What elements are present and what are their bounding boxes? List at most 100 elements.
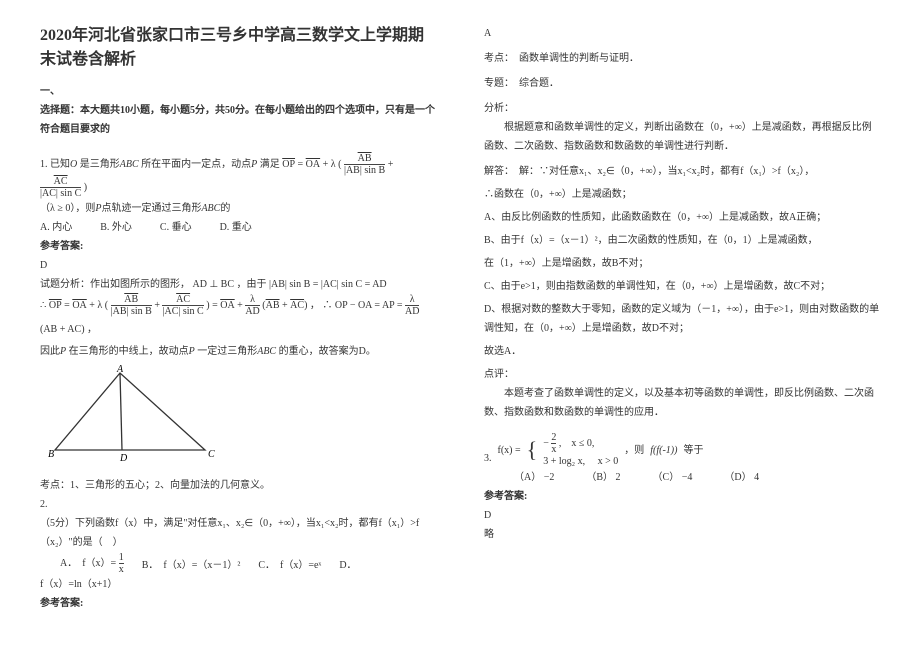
left-column: 2020年河北省张家口市三号乡中学高三数学文上学期期末试卷含解析 一、 选择题：… [40,24,436,613]
q3-D: （D） [724,472,751,483]
q1-abac: (AB + AC) [40,324,85,335]
q1-f2a: ∴ [40,300,46,311]
r-dp: 点评： [484,365,880,384]
q1-t7: 点轨迹一定通过三角形 [101,203,201,214]
q1-ac2: AC [162,294,203,305]
q1: 1. 已知O 是三角形ABC 所在平面内一定点，动点P 满足 OP = OA +… [40,153,436,495]
q2-B: B． f（x）=（x－1）² [142,556,241,575]
q1-t1: 1. 已知 [40,159,70,170]
q1-ab3: AB [266,294,280,318]
q1-expl-line2: ∴ OP = OA + λ ( AB|AB| sin B + AC|AC| si… [40,294,436,342]
q1-apeq: OP − OA = AP = [335,300,403,311]
q2-D: D． [339,556,356,575]
r-A: A、由反比例函数的性质知，此函数函数在（0，+∞）上是减函数，故A正确； [484,208,880,227]
q2-choices: A． f（x）= 1x B． f（x）=（x－1）² C． f（x）=eˣ D． [40,552,436,575]
q2-D-line: f（x）=ln（x+1） [40,575,436,594]
q1-choice-d: D. 重心 [220,218,252,237]
q2-A-d: x [119,563,124,575]
q3-tail2: 等于 [683,441,703,460]
q1-op2: OP [49,294,62,318]
q1-t8: 的 [220,203,230,214]
section-1-desc: 选择题：本大题共10小题，每小题5分，共50分。在每小题给出的四个选项中，只有是… [40,101,436,139]
q1-e2d: 的重心，故答案为D。 [279,346,376,357]
r-jd2: ∴函数在（0，+∞）上是减函数； [484,185,880,204]
page-title: 2020年河北省张家口市三号乡中学高三数学文上学期期末试卷含解析 [40,24,436,72]
q3-ref: 参考答案: [484,487,880,506]
q1-t5: （ [40,203,50,214]
q3-ans: D [484,506,880,525]
q3-B: （B） [586,472,613,483]
r-D: D、根据对数的整数大于零知，函数的定义域为（－1，+∞），由于e>1，则由对数函… [484,300,880,338]
q3-p1d: x [551,443,556,455]
q3-fn: f(f(-1)) [650,441,677,460]
q1-answer: D [40,256,436,275]
r-sel: 故选A． [484,342,880,361]
q1-t4: 满足 [260,159,280,170]
q1-lam2: λ [405,294,419,305]
tri-c: C [208,449,215,460]
q1-expl2: 因此P 在三角形的中线上，故动点P 一定过三角形ABC 的重心，故答案为D。 [40,342,436,361]
tri-b: B [48,449,54,460]
q1-absinb2: |AB| sin B [111,305,152,317]
r-fx: 分析： [484,99,880,118]
q1-ab2: AB [111,294,152,305]
q3-C: （C） [653,472,680,483]
q1-ad: AD [245,305,259,317]
q1-f2c: ∴ [322,300,332,311]
q1-acsinc2: |AC| sin C [162,305,203,317]
q1-op: OP [282,155,295,174]
q1-acsinc: |AC| sin C [40,187,81,199]
q1-e2b: 在三角形的中线上，故动点 [69,346,189,357]
r-ans: A [484,24,880,43]
q1-expl1b: ，由于 [237,279,267,290]
q1-ref: 参考答案: [40,237,436,256]
r-jd: 解答： 解：∵对任意x₁、x₂∈（0，+∞），当x₁<x₂时，都有f（x₁）>f… [484,162,880,181]
q1-t3: 所在平面内一定点，动点 [141,159,251,170]
r-B2: 在（1，+∞）上是增函数，故B不对； [484,254,880,273]
tri-a: A [116,365,124,375]
q3-p2: 3 + log₂ x, [543,456,585,467]
q1-choices: A. 内心 B. 外心 C. 垂心 D. 重心 [40,218,436,237]
q1-t6: ），则 [70,203,95,214]
q1-absinb: |AB| sin B [344,164,385,176]
q3-stem: 3. f(x) = { − 2x , x ≤ 0, 3 + log₂ x, x … [484,432,880,468]
q1-row2: （λ ≥ 0），则P点轨迹一定通过三角形ABC的 [40,199,436,218]
q1-choice-b: B. 外心 [100,218,132,237]
q3-neg: − [543,438,549,449]
q3-fx: f(x) = [498,441,521,460]
q1-lam: λ [245,294,259,305]
q1-choice-a: A. 内心 [40,218,72,237]
q3-Dv: 4 [754,472,759,483]
q2-A-lbl: A． f（x）= [60,558,116,569]
r-fx1: 根据题意和函数单调性的定义，判断出函数在（0，+∞）上是减函数，再根据反比例函数… [484,118,880,156]
q1-ab: AB [344,153,385,164]
q3-lue: 略 [484,525,880,544]
q2-num: 2. [40,495,436,514]
q1-oa: OA [306,155,320,174]
q1-oa2: OA [72,294,86,318]
q3-c1: x ≤ 0, [571,438,594,449]
q1-e2a: 因此 [40,346,60,357]
q1-oa3: OA [220,294,234,318]
q2-A-n: 1 [119,552,124,563]
q1-expl1: 试题分析：作出如图所示的图形， AD ⊥ BC ，由于 |AB| sin B =… [40,275,436,294]
q2-C: C． f（x）=eˣ [258,556,321,575]
q3-choices: （A） −2 （B） 2 （C） −4 （D） 4 [484,468,880,487]
q3-Cv: −4 [682,472,693,483]
q3-Av: −2 [544,472,555,483]
q1-e2c: 一定过三角形 [197,346,257,357]
q1-adperp: AD ⊥ BC [193,279,235,290]
q1-tag: 考点：1、三角形的五心；2、向量加法的几何意义。 [40,476,436,495]
r-B: B、由于f（x）=（x－1）²，由二次函数的性质知，在（0，1）上是减函数， [484,231,880,250]
q3-brace: { [527,441,538,459]
q1-ac3: AC [290,294,304,318]
q1-f1: |AB| sin B = |AC| sin C = AD [269,279,387,290]
triangle-figure: A B C D [40,365,220,465]
right-column: A 考点： 函数单调性的判断与证明． 专题： 综合题． 分析： 根据题意和函数单… [484,24,880,613]
q2-A: A． f（x）= 1x [60,552,124,575]
q1-t2: 是三角形 [80,159,120,170]
r-kd: 考点： 函数单调性的判断与证明． [484,49,880,68]
q3-A: （A） [514,472,541,483]
q3-c2: x > 0 [598,456,619,467]
q1-stem: 1. 已知O 是三角形ABC 所在平面内一定点，动点P 满足 OP = OA +… [40,153,436,199]
